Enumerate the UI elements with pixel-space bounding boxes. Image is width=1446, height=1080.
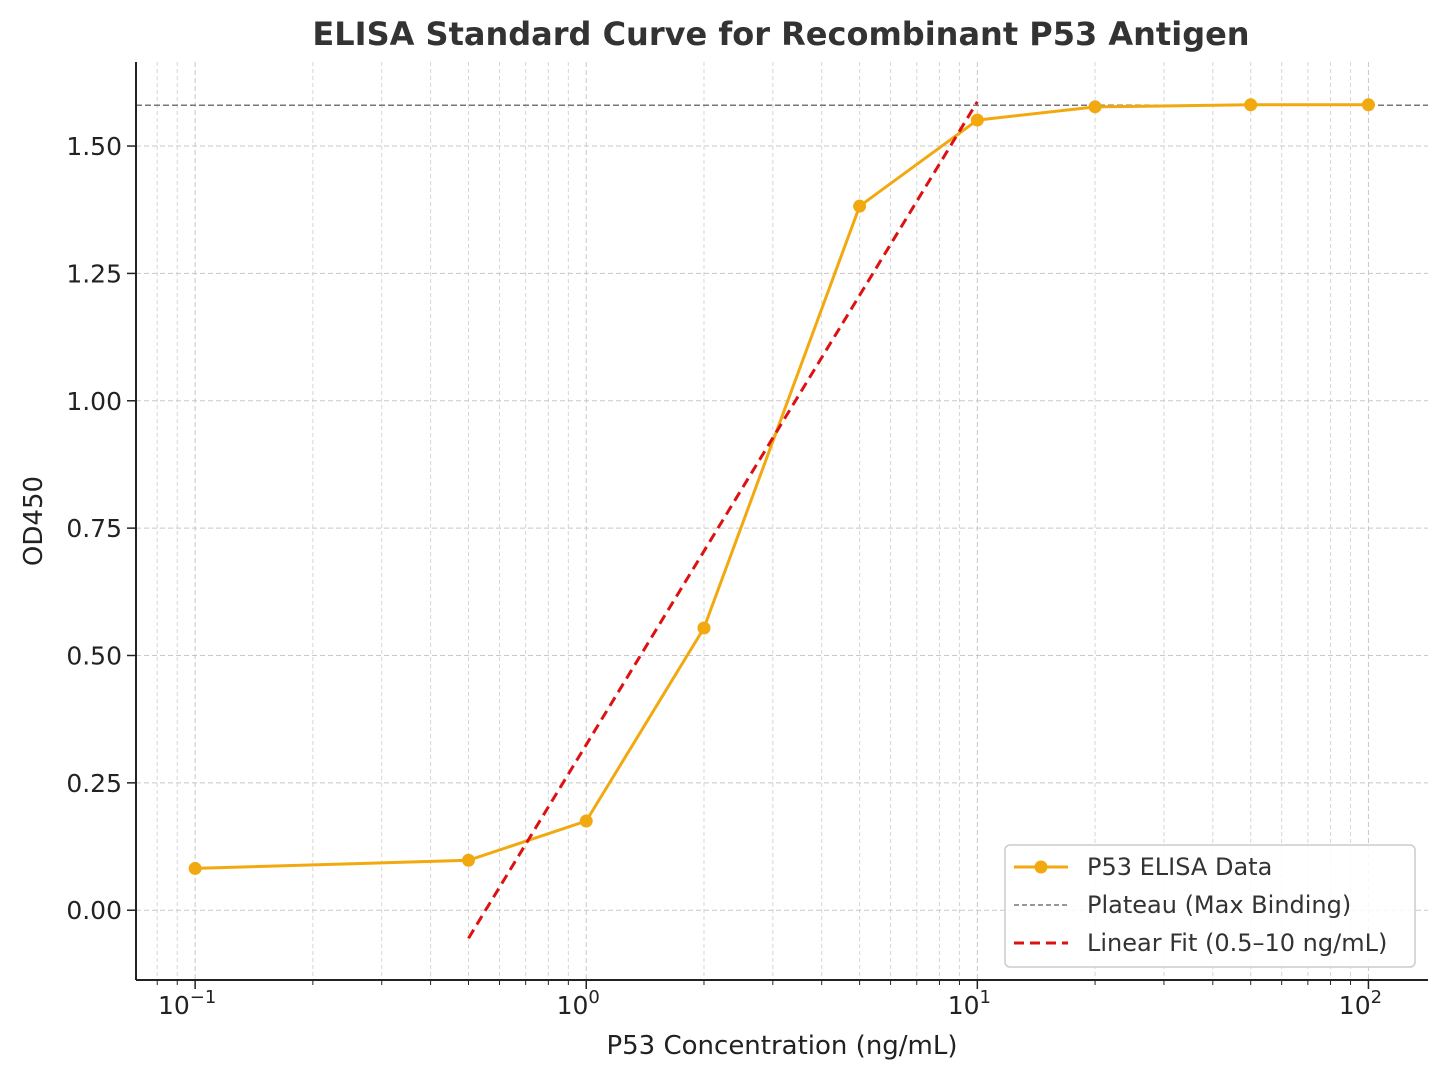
x-tick-label: 10−1: [158, 987, 216, 1020]
data-point: [1088, 100, 1102, 114]
y-axis-label: OD450: [19, 476, 49, 566]
y-tick-label: 0.25: [66, 769, 122, 798]
legend-label: P53 ELISA Data: [1087, 853, 1272, 881]
x-tick-label: 100: [557, 987, 600, 1020]
legend-label: Linear Fit (0.5–10 ng/mL): [1087, 929, 1387, 957]
y-tick-label: 1.00: [66, 387, 122, 416]
data-point: [1361, 98, 1375, 112]
data-point: [579, 814, 593, 828]
legend-label: Plateau (Max Binding): [1087, 891, 1351, 919]
x-tick-label: 101: [948, 987, 991, 1020]
data-point: [697, 621, 711, 635]
x-tick-label: 102: [1339, 987, 1382, 1020]
data-point: [1244, 98, 1258, 112]
y-tick-label: 1.25: [66, 259, 122, 288]
linear-fit-line: [467, 100, 979, 940]
series-layer: [136, 98, 1428, 940]
x-axis-label: P53 Concentration (ng/mL): [606, 1031, 957, 1061]
grid: [136, 62, 1428, 980]
y-tick-label: 1.50: [66, 132, 122, 161]
legend-data-marker-icon: [1034, 860, 1048, 874]
axes: 10−1 100 101 102 0.00 0.25 0.50 0.75 1.00 1.25 1.5…: [66, 62, 1428, 1020]
legend-box: [1004, 844, 1416, 968]
y-tick-label: 0.00: [66, 896, 122, 925]
data-point: [970, 113, 984, 127]
data-point: [188, 861, 202, 875]
data-point: [853, 199, 867, 213]
y-tick-label: 0.75: [66, 514, 122, 543]
legend: P53 ELISA Data Plateau (Max Binding) Linea…: [1004, 844, 1416, 968]
data-point: [462, 853, 476, 867]
y-tick-label: 0.50: [66, 641, 122, 670]
data-line: [195, 103, 1369, 870]
chart-title: ELISA Standard Curve for Recombinant P53…: [312, 15, 1249, 53]
